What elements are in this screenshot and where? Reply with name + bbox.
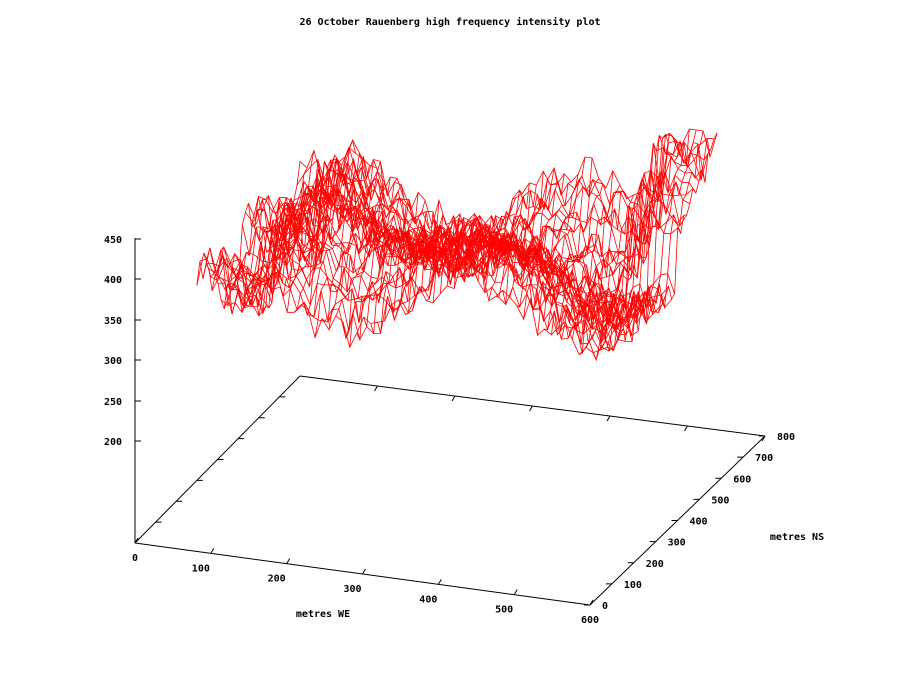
z-tick-label: 200 — [104, 437, 122, 448]
surface-line-ns — [481, 156, 586, 293]
z-tick-label: 250 — [104, 397, 122, 408]
x-tick — [589, 599, 594, 606]
surface-line-ns — [412, 197, 516, 311]
surface-line-ns — [516, 184, 621, 308]
surface-line-ns — [196, 161, 301, 309]
chart-title: 26 October Rauenberg high frequency inte… — [299, 16, 600, 28]
surface-line-ns — [300, 183, 405, 317]
x-axis-label: metres WE — [296, 609, 350, 620]
surface-mesh — [196, 128, 718, 362]
y-tick-label: 200 — [646, 559, 664, 570]
x-tick — [362, 568, 366, 575]
surface-line-ns — [307, 197, 412, 317]
z-tick-label: 400 — [104, 275, 122, 286]
surface-line-ns — [321, 200, 426, 323]
x-tick — [437, 579, 442, 585]
back-tick — [451, 395, 456, 402]
back-tick — [684, 425, 688, 432]
surface-line-ns — [217, 159, 322, 313]
surface-line-ns — [453, 168, 558, 289]
surface-line-ns — [592, 129, 697, 361]
x-tick — [210, 548, 215, 554]
surface-line-ns — [544, 211, 648, 331]
x-tick-label: 600 — [581, 615, 599, 626]
surface-line-ns — [377, 223, 482, 334]
back-tick — [374, 385, 378, 392]
surface-line-ns — [272, 159, 377, 290]
y-tick-label: 800 — [777, 432, 795, 443]
y-tick-label: 100 — [624, 580, 642, 591]
surface-line-ns — [328, 211, 433, 330]
surface-line-ns — [474, 174, 579, 282]
back-tick — [606, 415, 611, 422]
surface-line-ns — [203, 167, 308, 306]
surface-line-ns — [335, 200, 440, 316]
back-tick — [761, 435, 766, 442]
x-tick — [134, 537, 139, 544]
x-tick — [286, 558, 291, 564]
surface-line-ns — [467, 181, 572, 278]
x-tick-label: 200 — [268, 574, 286, 585]
back-tick — [529, 405, 533, 412]
surface-line-ns — [523, 190, 628, 320]
x-tick-label: 300 — [343, 584, 361, 595]
surface-line-ns — [551, 188, 655, 336]
surface-line-ns — [293, 178, 398, 313]
surface-line-ns — [537, 192, 641, 336]
surface-line-ns — [231, 155, 336, 316]
y-tick-label: 300 — [668, 538, 686, 549]
z-tick-label: 450 — [104, 235, 122, 246]
y-axis-label: metres NS — [770, 532, 824, 543]
surface-line-ns — [286, 177, 391, 313]
x-tick-label: 400 — [419, 594, 437, 605]
y-tick-label: 0 — [602, 601, 608, 612]
surface-line-ns — [606, 138, 711, 353]
x-tick-label: 100 — [192, 563, 210, 574]
surface-line-ns — [439, 171, 544, 294]
x-tick-label: 500 — [495, 605, 513, 616]
y-tick-label: 700 — [755, 453, 773, 464]
surface-line-ns — [488, 157, 593, 301]
x-tick — [513, 589, 518, 595]
surface-line-ns — [245, 147, 350, 285]
tick-labels: 2002503003504004500100200300400500600010… — [104, 235, 795, 626]
surface-line-ns — [613, 132, 718, 351]
z-tick-label: 350 — [104, 316, 122, 327]
z-tick-label: 300 — [104, 356, 122, 367]
surface-line-ns — [446, 179, 551, 286]
y-tick-label: 600 — [733, 474, 751, 485]
y-tick-label: 400 — [690, 517, 708, 528]
surface-line-ns — [252, 138, 356, 287]
y-tick-label: 500 — [711, 495, 729, 506]
x-tick-label: 0 — [132, 553, 138, 564]
tick-marks — [134, 238, 766, 606]
